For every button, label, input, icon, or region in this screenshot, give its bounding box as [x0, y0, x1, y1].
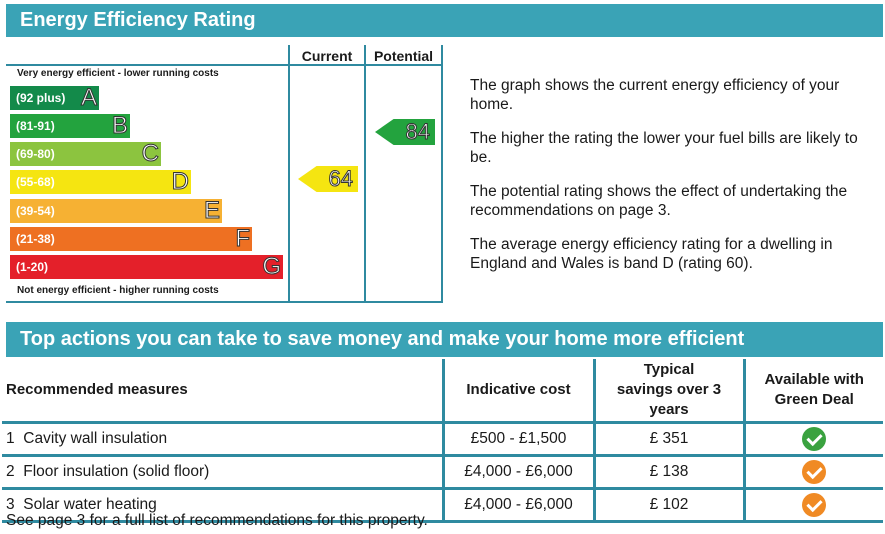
cost-cell: £500 - £1,500	[441, 422, 594, 457]
band-letter: B	[111, 112, 128, 139]
description-paragraph: The graph shows the current energy effic…	[470, 77, 840, 113]
measure-cell: 2 Floor insulation (solid floor)	[2, 455, 443, 490]
band-range: (39-54)	[16, 204, 55, 218]
table-header-row: Recommended measures Indicative cost Typ…	[2, 359, 883, 424]
band-letter: C	[141, 140, 159, 167]
top-actions-title: Top actions you can take to save money a…	[6, 322, 883, 357]
epc-graph: Current Potential Very energy efficient …	[6, 45, 443, 303]
check-circle-icon	[802, 427, 827, 451]
measure-cell: 3 Solar water heating	[2, 488, 443, 523]
band-letter: D	[171, 168, 189, 195]
band-c: (69-80) C	[10, 140, 161, 167]
savings-cell: £ 138	[592, 455, 744, 490]
measure-name: Floor insulation (solid floor)	[23, 463, 210, 480]
table-row: 2 Floor insulation (solid floor) £4,000 …	[2, 455, 883, 490]
description-paragraph: The higher the rating the lower your fue…	[470, 130, 858, 166]
savings-header-text: Typical savings over 3 years	[616, 361, 722, 418]
band-a: (92 plus) A	[10, 84, 99, 111]
band-range: (1-20)	[16, 260, 49, 274]
band-letter: F	[235, 225, 251, 252]
band-range: (21-38)	[16, 232, 55, 246]
measure-name: Solar water heating	[23, 496, 157, 513]
measure-cell: 1 Cavity wall insulation	[2, 422, 443, 457]
potential-rating-value: 84	[405, 119, 431, 145]
band-letter: G	[262, 253, 282, 280]
band-e: (39-54) E	[10, 197, 222, 224]
graph-divider	[288, 45, 290, 303]
check-circle-icon	[802, 493, 827, 517]
band-range: (69-80)	[16, 147, 55, 161]
band-b: (81-91) B	[10, 112, 130, 139]
green-deal-cell	[742, 455, 883, 490]
current-column-header: Current	[301, 48, 353, 64]
current-rating-value: 64	[328, 166, 354, 192]
band-letter: A	[80, 84, 97, 111]
measure-name: Cavity wall insulation	[23, 430, 168, 447]
cost-cell: £4,000 - £6,000	[441, 455, 594, 490]
green-deal-header: Available with Green Deal	[742, 359, 883, 424]
bottom-caption: Not energy efficient - higher running co…	[17, 285, 219, 296]
description-paragraph: The average energy efficiency rating for…	[470, 236, 833, 272]
cost-header: Indicative cost	[441, 359, 594, 424]
band-range: (92 plus)	[16, 91, 66, 105]
measure-header: Recommended measures	[2, 359, 443, 424]
green-deal-cell	[742, 488, 883, 523]
green-deal-cell	[742, 422, 883, 457]
table-row: 1 Cavity wall insulation £500 - £1,500 £…	[2, 422, 883, 457]
energy-rating-title: Energy Efficiency Rating	[6, 4, 883, 37]
potential-rating-arrow: 84	[375, 119, 435, 145]
rating-description: The graph shows the current energy effic…	[470, 76, 880, 288]
band-g: (1-20) G	[10, 253, 283, 280]
recommendations-table: Recommended measures Indicative cost Typ…	[2, 359, 883, 523]
graph-header-rule	[6, 64, 443, 66]
current-rating-arrow: 64	[298, 166, 358, 192]
band-range: (55-68)	[16, 175, 55, 189]
band-f: (21-38) F	[10, 225, 252, 252]
band-d: (55-68) D	[10, 168, 191, 195]
top-caption: Very energy efficient - lower running co…	[17, 68, 219, 79]
savings-cell: £ 351	[592, 422, 744, 457]
row-number: 3	[6, 496, 15, 513]
footnote: See page 3 for a full list of recommenda…	[6, 512, 428, 529]
row-number: 1	[6, 430, 15, 447]
green-deal-header-text: Available with Green Deal	[764, 371, 864, 408]
table-row: 3 Solar water heating £4,000 - £6,000 £ …	[2, 488, 883, 523]
row-number: 2	[6, 463, 15, 480]
band-range: (81-91)	[16, 119, 55, 133]
potential-column-header: Potential	[373, 48, 434, 64]
check-circle-icon	[802, 460, 827, 484]
description-paragraph: The potential rating shows the effect of…	[470, 183, 848, 219]
graph-divider	[364, 45, 366, 303]
graph-bottom-rule	[6, 301, 443, 303]
savings-cell: £ 102	[592, 488, 744, 523]
graph-divider	[441, 45, 443, 303]
band-letter: E	[203, 197, 220, 224]
cost-cell: £4,000 - £6,000	[441, 488, 594, 523]
savings-header: Typical savings over 3 years	[592, 359, 744, 424]
